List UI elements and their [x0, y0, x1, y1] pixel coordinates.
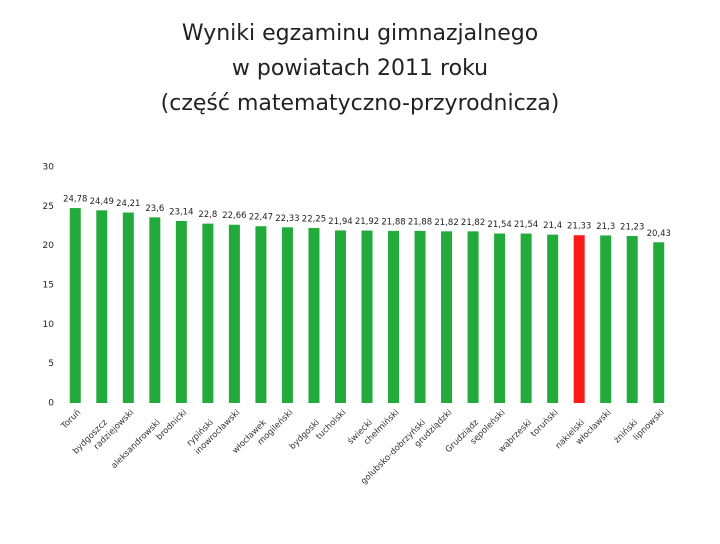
bar: [361, 230, 373, 403]
bar: [202, 223, 214, 403]
value-label: 24,21: [116, 199, 140, 209]
value-label: 21,33: [567, 222, 591, 232]
value-label: 21,94: [328, 217, 352, 227]
bar: [653, 242, 665, 403]
value-label: 21,82: [461, 218, 485, 228]
value-label: 22,8: [198, 210, 217, 220]
chart-title: (część matematyczno-przyrodnicza): [161, 91, 560, 116]
value-label: 21,92: [355, 217, 379, 227]
value-label: 24,78: [63, 195, 87, 205]
bar: [626, 235, 638, 403]
bar: [69, 208, 81, 403]
y-tick-label: 5: [48, 359, 54, 369]
bar: [122, 212, 134, 403]
value-label: 22,33: [275, 214, 299, 224]
y-tick-label: 30: [43, 163, 55, 173]
value-label: 23,6: [145, 204, 164, 214]
bar: [600, 235, 612, 403]
value-label: 21,88: [408, 217, 432, 227]
value-label: 21,54: [514, 220, 538, 230]
bar: [388, 230, 400, 403]
bar: [467, 231, 479, 403]
x-tick-label: toruński: [529, 408, 560, 439]
y-tick-label: 20: [43, 241, 55, 251]
bar: [334, 230, 346, 403]
bar: [494, 233, 506, 403]
bar: [308, 227, 320, 403]
value-label: 24,49: [90, 197, 114, 207]
bar: [414, 230, 426, 403]
x-tick-label: Toruń: [59, 408, 83, 432]
y-tick-label: 0: [48, 399, 54, 409]
bar: [96, 210, 108, 403]
chart-title: w powiatach 2011 roku: [232, 56, 488, 81]
bar: [255, 226, 267, 403]
value-label: 23,14: [169, 207, 193, 217]
value-label: 22,66: [222, 211, 246, 221]
bar: [441, 231, 453, 403]
value-label: 21,3: [596, 222, 615, 232]
value-label: 21,23: [620, 222, 644, 232]
bar: [573, 235, 585, 403]
bar: [547, 234, 559, 403]
bar: [175, 220, 187, 403]
x-tick-label: wąbrzeski: [497, 418, 534, 455]
bar: [149, 217, 161, 403]
y-tick-label: 15: [43, 281, 54, 291]
value-label: 22,47: [249, 213, 273, 223]
value-label: 20,43: [647, 229, 671, 239]
value-label: 21,4: [543, 221, 562, 231]
value-label: 21,54: [487, 220, 511, 230]
chart-title: Wyniki egzaminu gimnazjalnego: [182, 21, 538, 46]
value-label: 21,88: [381, 217, 405, 227]
y-tick-label: 25: [43, 202, 54, 212]
bar: [228, 224, 240, 403]
bar: [520, 233, 532, 403]
value-label: 21,82: [434, 218, 458, 228]
bar: [281, 227, 293, 403]
value-label: 22,25: [302, 214, 326, 224]
y-tick-label: 10: [43, 320, 55, 330]
